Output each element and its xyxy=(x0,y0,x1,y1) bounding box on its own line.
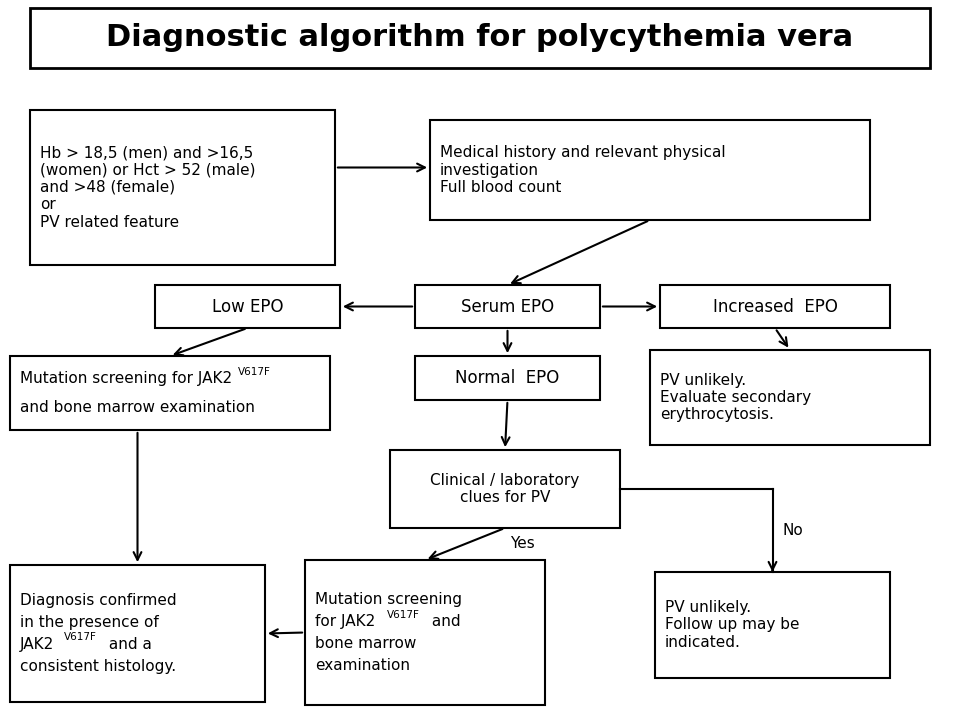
Text: Normal  EPO: Normal EPO xyxy=(455,369,560,387)
Text: and bone marrow examination: and bone marrow examination xyxy=(20,399,254,414)
Text: Diagnosis confirmed: Diagnosis confirmed xyxy=(20,593,177,608)
Bar xyxy=(30,8,930,68)
Bar xyxy=(655,572,890,678)
Text: Hb > 18,5 (men) and >16,5
(women) or Hct > 52 (male)
and >48 (female)
or
PV rela: Hb > 18,5 (men) and >16,5 (women) or Hct… xyxy=(40,145,255,230)
Text: Diagnostic algorithm for polycythemia vera: Diagnostic algorithm for polycythemia ve… xyxy=(107,23,853,53)
Text: bone marrow: bone marrow xyxy=(315,636,417,651)
Text: Low EPO: Low EPO xyxy=(212,298,283,315)
Text: Mutation screening for JAK2: Mutation screening for JAK2 xyxy=(20,372,232,387)
Text: V617F: V617F xyxy=(238,367,271,377)
Text: for JAK2: for JAK2 xyxy=(315,614,375,629)
Text: V617F: V617F xyxy=(387,609,420,619)
Text: and: and xyxy=(427,614,461,629)
Bar xyxy=(305,560,545,705)
Text: PV unlikely.
Evaluate secondary
erythrocytosis.: PV unlikely. Evaluate secondary erythroc… xyxy=(660,372,811,422)
Bar xyxy=(415,285,600,328)
Text: Mutation screening: Mutation screening xyxy=(315,592,462,607)
Text: and a: and a xyxy=(104,637,152,652)
Bar xyxy=(30,110,335,265)
Text: Clinical / laboratory
clues for PV: Clinical / laboratory clues for PV xyxy=(430,473,580,506)
Text: consistent histology.: consistent histology. xyxy=(20,659,176,674)
Text: Yes: Yes xyxy=(510,537,535,552)
Text: JAK2: JAK2 xyxy=(20,637,55,652)
Bar xyxy=(155,285,340,328)
Text: in the presence of: in the presence of xyxy=(20,615,158,630)
Bar xyxy=(10,565,265,702)
Text: examination: examination xyxy=(315,658,410,673)
Bar xyxy=(10,356,330,430)
Bar xyxy=(430,120,870,220)
Bar xyxy=(390,450,620,528)
Text: No: No xyxy=(782,523,804,538)
Text: PV unlikely.
Follow up may be
indicated.: PV unlikely. Follow up may be indicated. xyxy=(665,600,800,650)
Bar xyxy=(650,350,930,445)
Text: Medical history and relevant physical
investigation
Full blood count: Medical history and relevant physical in… xyxy=(440,145,726,195)
Bar xyxy=(660,285,890,328)
Text: Serum EPO: Serum EPO xyxy=(461,298,554,315)
Text: V617F: V617F xyxy=(64,632,97,642)
Text: Increased  EPO: Increased EPO xyxy=(712,298,837,315)
Bar xyxy=(415,356,600,400)
